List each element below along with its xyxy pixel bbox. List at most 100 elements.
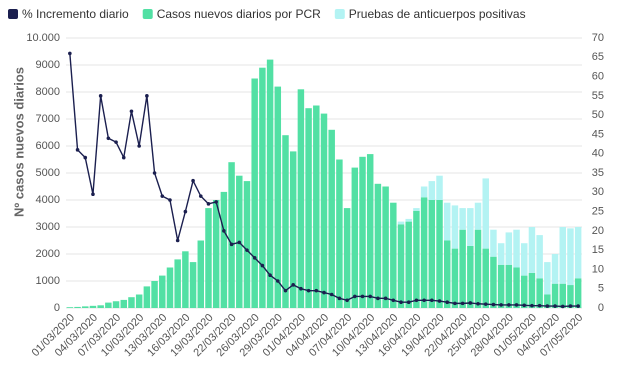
line-marker xyxy=(237,240,242,245)
y-tick-label: 7000 xyxy=(36,113,60,125)
line-marker xyxy=(399,300,403,305)
line-marker xyxy=(245,248,249,252)
bar xyxy=(313,105,320,308)
bar xyxy=(544,262,551,295)
legend: % Incremento diario Casos nuevos diarios … xyxy=(8,7,526,21)
line-marker xyxy=(306,288,311,293)
bar xyxy=(490,256,497,308)
line-marker xyxy=(114,140,118,144)
y2-tick-label: 20 xyxy=(592,225,604,237)
line-marker xyxy=(414,298,419,303)
bar xyxy=(397,224,405,308)
bar xyxy=(374,183,382,308)
line-marker xyxy=(345,298,349,303)
line-marker xyxy=(360,294,365,299)
line-marker xyxy=(422,298,426,303)
line-marker xyxy=(499,303,503,307)
line-marker xyxy=(476,301,480,306)
bar xyxy=(382,186,389,308)
line-marker xyxy=(329,292,334,297)
y2-tick-label: 40 xyxy=(592,148,604,160)
line-marker xyxy=(376,296,380,301)
bar xyxy=(228,162,235,308)
line-marker xyxy=(268,273,272,278)
bar xyxy=(182,251,189,308)
y2-tick-label: 5 xyxy=(598,283,604,295)
bar xyxy=(220,191,228,308)
bar xyxy=(359,156,366,308)
y2-tick-label: 30 xyxy=(592,186,604,198)
line-marker xyxy=(229,242,234,247)
line-marker xyxy=(183,209,188,214)
bar xyxy=(105,302,112,308)
y-tick-label: 6000 xyxy=(36,140,60,152)
line-marker xyxy=(537,303,542,308)
bar xyxy=(405,218,412,222)
line-marker xyxy=(522,303,527,308)
line-marker xyxy=(530,303,534,308)
bar xyxy=(343,208,351,308)
bar xyxy=(89,305,97,308)
bar xyxy=(521,243,528,276)
bar xyxy=(159,275,166,308)
bar xyxy=(74,306,81,308)
bar xyxy=(551,283,559,308)
bar xyxy=(482,248,489,308)
bar xyxy=(428,181,436,200)
line-marker xyxy=(145,94,149,98)
bar xyxy=(189,262,197,308)
bar xyxy=(474,202,482,230)
bar xyxy=(174,259,181,308)
bar xyxy=(451,248,459,308)
line-marker xyxy=(322,290,326,295)
bar xyxy=(559,227,566,284)
line-marker xyxy=(260,263,265,268)
bar xyxy=(251,78,258,308)
y-axis-title: Nº casos nuevos diarios xyxy=(11,67,26,217)
y-tick-label: 5000 xyxy=(36,167,60,179)
y-tick-label: 2000 xyxy=(36,248,60,260)
bar xyxy=(482,178,489,249)
line-marker xyxy=(106,136,111,141)
bar xyxy=(197,240,205,308)
bar xyxy=(297,89,305,308)
line-marker xyxy=(468,301,473,305)
bar xyxy=(544,294,551,308)
line-marker xyxy=(275,279,280,283)
line-marker xyxy=(68,51,72,56)
bar xyxy=(528,227,536,273)
legend-label: Pruebas de anticuerpos positivas xyxy=(349,7,526,21)
legend-label: % Incremento diario xyxy=(22,7,129,21)
bar xyxy=(536,235,543,279)
line-marker xyxy=(491,302,496,307)
line-marker xyxy=(121,155,126,160)
line-marker xyxy=(545,304,550,308)
bar xyxy=(120,299,127,308)
line-marker xyxy=(314,288,319,293)
line-marker xyxy=(129,109,134,114)
y2-tick-label: 65 xyxy=(592,51,604,63)
line-marker xyxy=(160,194,165,198)
line-marker xyxy=(353,294,357,299)
legend-swatch xyxy=(334,9,345,19)
line-marker xyxy=(437,299,442,303)
line-marker xyxy=(576,304,580,308)
bar xyxy=(551,254,559,284)
line-marker xyxy=(252,256,257,260)
bar xyxy=(420,186,428,198)
line-marker xyxy=(383,296,388,301)
bar xyxy=(405,221,412,308)
bar xyxy=(505,264,513,308)
bar xyxy=(305,108,312,308)
line-marker xyxy=(152,171,157,175)
bar xyxy=(97,305,104,308)
bar xyxy=(205,208,212,308)
line-marker xyxy=(222,229,226,233)
y2-tick-label: 55 xyxy=(592,90,604,102)
line-marker xyxy=(198,194,203,198)
bar xyxy=(567,285,574,308)
bar xyxy=(266,59,274,308)
line-marker xyxy=(75,148,80,152)
y2-tick-label: 50 xyxy=(592,109,604,121)
